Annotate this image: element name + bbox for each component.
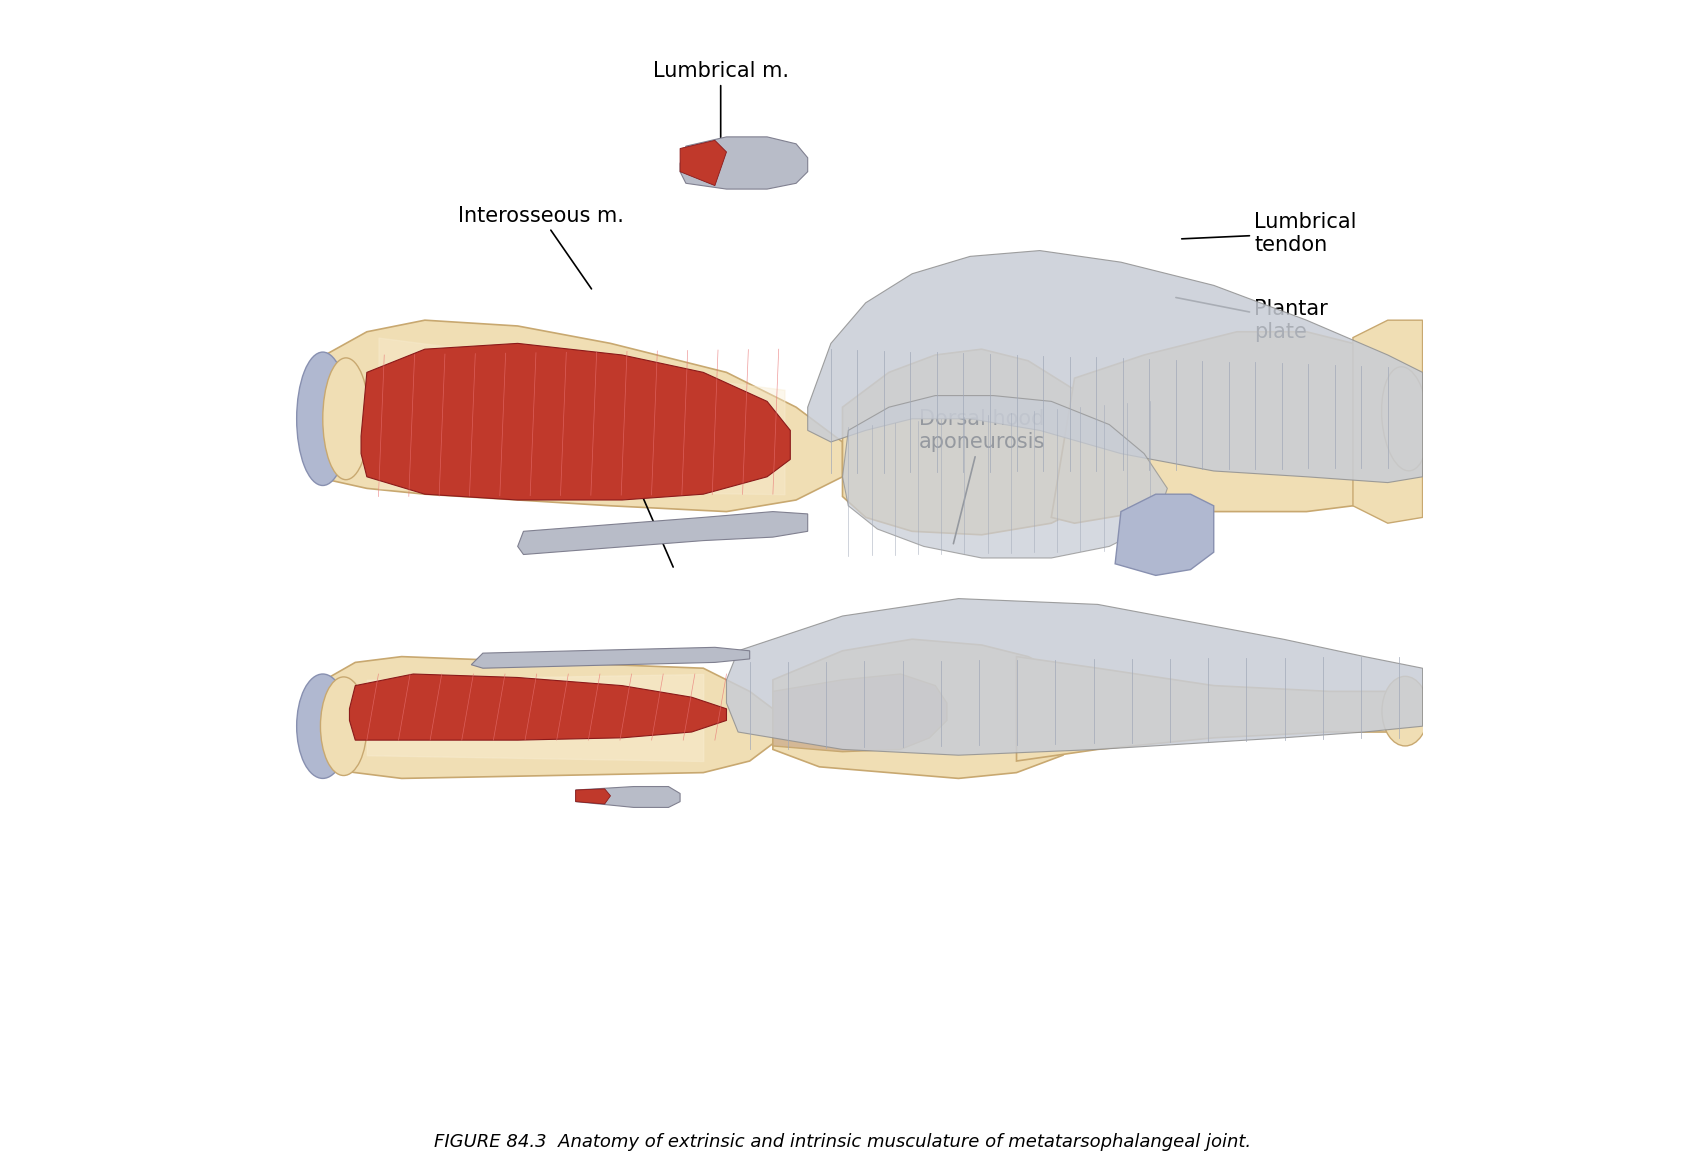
- Polygon shape: [773, 674, 947, 751]
- Polygon shape: [517, 512, 807, 554]
- Polygon shape: [681, 141, 726, 185]
- Text: Interosseous m.: Interosseous m.: [458, 205, 623, 289]
- Text: FIGURE 84.3  Anatomy of extrinsic and intrinsic musculature of metatarsophalange: FIGURE 84.3 Anatomy of extrinsic and int…: [435, 1133, 1250, 1151]
- Text: Dorsal hood
aponeurosis: Dorsal hood aponeurosis: [918, 409, 1045, 544]
- Polygon shape: [726, 599, 1422, 755]
- Polygon shape: [576, 787, 681, 808]
- Polygon shape: [315, 321, 842, 512]
- Polygon shape: [681, 137, 807, 189]
- Ellipse shape: [320, 677, 367, 776]
- Polygon shape: [1353, 321, 1422, 524]
- Polygon shape: [576, 789, 610, 804]
- Polygon shape: [315, 656, 773, 778]
- Text: Extensor
longus tendon: Extensor longus tendon: [543, 414, 691, 567]
- Ellipse shape: [297, 352, 349, 486]
- Polygon shape: [1051, 332, 1422, 524]
- Polygon shape: [349, 674, 726, 740]
- Ellipse shape: [1382, 366, 1429, 471]
- Ellipse shape: [297, 674, 349, 778]
- Polygon shape: [842, 396, 1168, 558]
- Text: Lumbrical
tendon: Lumbrical tendon: [1181, 211, 1356, 255]
- Ellipse shape: [324, 358, 369, 480]
- Polygon shape: [807, 250, 1422, 483]
- Polygon shape: [1115, 494, 1213, 575]
- Text: Lumbrical m.: Lumbrical m.: [652, 61, 789, 137]
- Polygon shape: [1016, 656, 1422, 761]
- Text: Plantar
plate: Plantar plate: [1176, 297, 1328, 342]
- Polygon shape: [842, 349, 1121, 535]
- Polygon shape: [773, 639, 1087, 778]
- Polygon shape: [361, 343, 790, 500]
- Polygon shape: [472, 647, 750, 668]
- Ellipse shape: [1382, 676, 1429, 745]
